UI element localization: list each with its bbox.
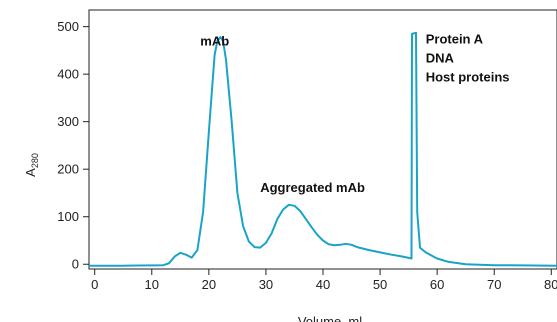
x-tick-label: 70 <box>487 277 501 292</box>
y-tick-label: 300 <box>57 114 79 129</box>
x-tick-label: 20 <box>202 277 216 292</box>
peak-annotation: Host proteins <box>426 69 510 84</box>
peak-annotation: Protein A <box>426 31 484 46</box>
x-tick-label: 10 <box>145 277 159 292</box>
plot-frame <box>88 9 557 270</box>
y-tick-label: 100 <box>57 209 79 224</box>
y-axis-title-subscript: 280 <box>30 153 40 168</box>
y-tick-label: 200 <box>57 162 79 177</box>
x-tick-label: 30 <box>259 277 273 292</box>
x-tick-label: 0 <box>91 277 98 292</box>
x-axis-ticks: 0 10 20 30 40 50 60 70 80 <box>91 269 557 292</box>
x-axis-title: Volume, ml <box>298 314 362 322</box>
peak-annotations: mAb Aggregated mAb Protein A DNA Host protei… <box>200 31 509 195</box>
axes-frame <box>88 9 557 270</box>
peak-annotation: mAb <box>200 34 229 49</box>
x-tick-label: 50 <box>373 277 387 292</box>
y-tick-label: 400 <box>57 67 79 82</box>
x-tick-label: 80 <box>544 277 557 292</box>
y-tick-label: 0 <box>72 257 79 272</box>
x-tick-label: 60 <box>430 277 444 292</box>
x-tick-label: 40 <box>316 277 330 292</box>
peak-annotation: Aggregated mAb <box>260 180 365 195</box>
y-tick-label: 500 <box>57 19 79 34</box>
y-axis-title-main: A <box>23 168 38 177</box>
y-axis-ticks: 0 100 200 300 400 500 <box>57 19 89 272</box>
y-axis-title: A280 <box>23 153 40 177</box>
peak-annotation: DNA <box>426 50 455 65</box>
a280-trace-line <box>89 31 557 267</box>
